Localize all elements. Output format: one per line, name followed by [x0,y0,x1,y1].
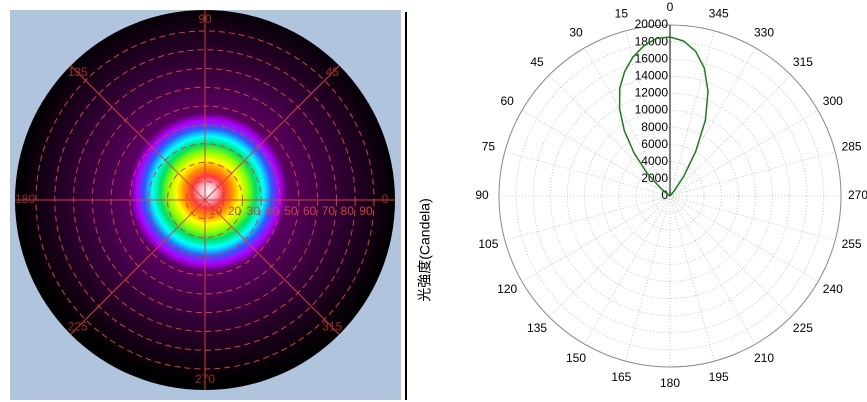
radius-label: 12000 [635,86,669,100]
grid-spoke [521,195,671,282]
grid-ring [532,58,808,334]
grid-spoke [669,74,792,197]
angle-label: 285 [842,140,862,154]
radius-label: 6000 [641,137,668,151]
radius-label: 20 [228,204,242,218]
angle-label: 0 [382,192,389,206]
angle-label: 345 [709,7,729,21]
angle-label: 270 [195,372,215,386]
grid-spoke [70,65,206,201]
angle-label: 75 [482,140,496,154]
angle-label: 300 [823,94,843,108]
grid-spoke [669,195,792,318]
grid-spoke [669,110,819,197]
grid-spoke [669,30,715,197]
radius-label: 14000 [635,68,669,82]
radius-label: 10000 [635,103,669,117]
grid-spoke [669,195,836,241]
radius-label: 0 [661,188,668,202]
grid-spoke [204,199,340,335]
grid-ring [567,93,774,299]
angle-label: 15 [615,7,629,21]
angle-label: 315 [793,55,813,69]
angle-label: 240 [823,282,843,296]
angle-label: 195 [709,370,729,384]
angle-label: 150 [566,351,586,365]
angle-label: 45 [326,65,340,79]
radius-label: 20000 [635,17,669,31]
grid-ring [652,178,688,214]
angle-label: 135 [68,65,88,79]
angle-label: 60 [501,94,515,108]
grid-spoke [669,195,819,282]
grid-spoke [504,195,671,241]
radius-label: 90 [359,204,373,218]
angle-label: 270 [848,188,867,202]
angle-label: 225 [68,319,88,333]
angle-label: 210 [754,351,774,365]
angle-label: 90 [198,12,212,26]
angle-label: 330 [754,25,774,39]
radius-label: 30 [247,204,261,218]
grid-ring [515,41,825,351]
angle-label: 120 [497,282,517,296]
angle-label: 30 [569,25,583,39]
angle-label: 135 [527,321,547,335]
radius-label: 2000 [641,171,668,185]
angle-label: 180 [15,192,35,206]
grid-ring [618,144,722,248]
angle-label: 105 [478,237,498,251]
radius-label: 8000 [641,120,668,134]
y-axis-label: 光強度(Candela) [417,198,433,301]
angle-label: 315 [322,319,342,333]
grid-ring [549,75,791,317]
angle-label: 165 [611,370,631,384]
grid-spoke [584,195,671,345]
grid-spoke [70,199,206,335]
grid-spoke [204,65,340,201]
radius-label: 40 [265,204,279,218]
radius-label: 60 [303,204,317,218]
radius-label: 16000 [635,51,669,65]
intensity-curve [618,36,709,197]
radius-label: 4000 [641,154,668,168]
angle-label: 180 [660,376,680,390]
radius-label: 70 [322,204,336,218]
angle-label: 90 [475,188,489,202]
radius-label: 50 [284,204,298,218]
grid-ring [635,161,705,231]
angle-label: 45 [530,55,544,69]
angle-label: 0 [667,0,674,14]
radius-label: 80 [341,204,355,218]
angle-label: 225 [793,321,813,335]
grid-spoke [669,195,756,345]
angle-label: 255 [842,237,862,251]
